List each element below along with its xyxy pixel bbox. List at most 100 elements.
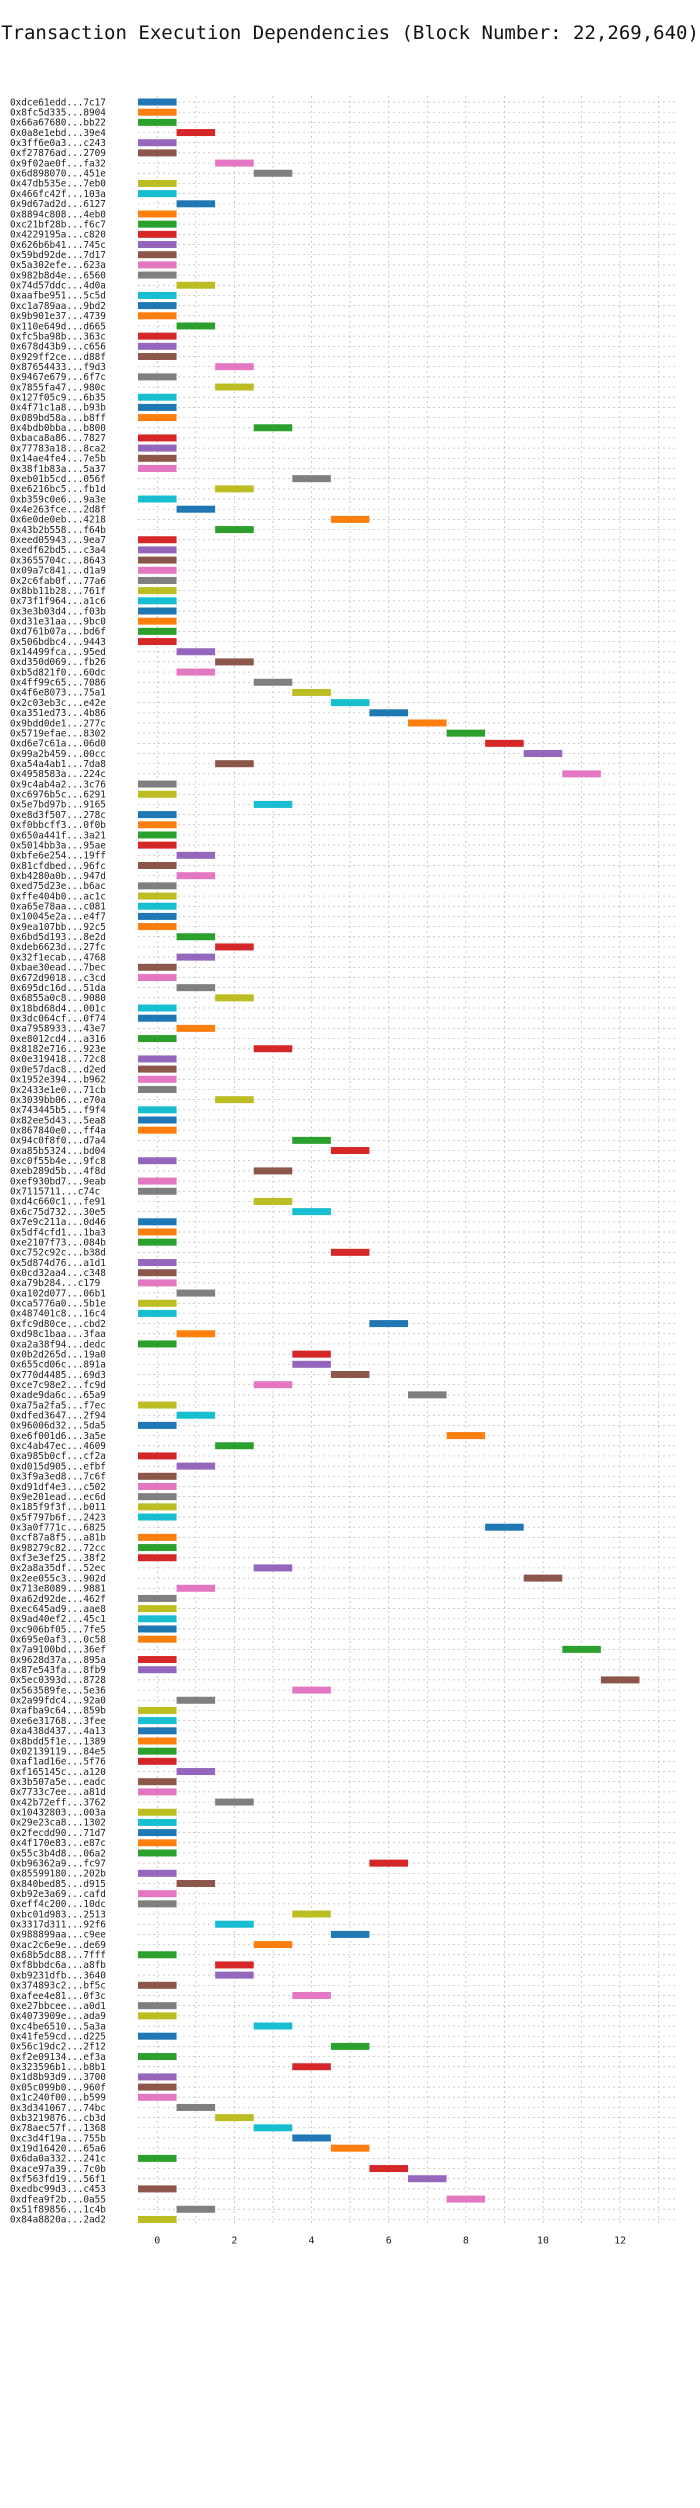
transaction-label: 0x14ae4fe4...7e5b — [10, 454, 106, 465]
transaction-label: 0xd6e7c61a...06d0 — [10, 739, 106, 750]
transaction-bar — [138, 149, 177, 157]
transaction-label: 0xf165145c...a120 — [10, 1767, 106, 1778]
transaction-label: 0x41fe59cd...d225 — [10, 2032, 106, 2043]
transaction-bar — [253, 169, 293, 177]
transaction-label: 0xd761b07a...bd6f — [10, 627, 106, 638]
transaction-bar — [138, 291, 177, 299]
transaction-bar — [138, 1177, 177, 1185]
transaction-bar — [446, 2195, 486, 2203]
transaction-label: 0x56c19dc2...2f12 — [10, 2042, 106, 2053]
transaction-bar — [138, 1085, 177, 1093]
x-tick-label: 4 — [309, 2235, 315, 2246]
transaction-bar — [138, 821, 177, 829]
transaction-label: 0x982b8d4e...6560 — [10, 270, 106, 281]
transaction-bar — [176, 1696, 216, 1704]
transaction-bar — [562, 770, 601, 778]
transaction-label: 0x9ea107bb...92c5 — [10, 922, 106, 933]
transaction-label: 0xedf62bd5...c3a4 — [10, 545, 106, 556]
transaction-bar — [138, 393, 177, 401]
transaction-label: 0x7a9100bd...36ef — [10, 1645, 106, 1656]
transaction-bar — [215, 159, 254, 167]
transaction-label: 0x2433e1e0...71cb — [10, 1085, 106, 1096]
transaction-bar — [138, 2185, 177, 2193]
transaction-bar — [253, 1045, 293, 1053]
transaction-bar — [138, 576, 177, 584]
transaction-label: 0xc3d4f19a...755b — [10, 2133, 106, 2144]
transaction-label: 0x96006d32...5da5 — [10, 1421, 106, 1432]
transaction-label: 0x8bb11b28...761f — [10, 586, 106, 597]
transaction-bar — [253, 2124, 293, 2132]
transaction-bar — [253, 1167, 293, 1175]
transaction-label: 0x82ee5d43...5ea8 — [10, 1115, 106, 1126]
transaction-bar — [138, 1157, 177, 1165]
transaction-bar — [138, 403, 177, 411]
transaction-bar — [138, 1778, 177, 1786]
transaction-bar — [138, 841, 177, 849]
transaction-label: 0x3655704c...8643 — [10, 555, 106, 566]
transaction-bar — [138, 2154, 177, 2162]
transaction-bar — [215, 943, 254, 951]
transaction-label: 0x7115711...c74c — [10, 1187, 100, 1198]
transaction-label: 0xbae30ead...7bec — [10, 963, 106, 974]
transaction-bar — [176, 1462, 216, 1470]
transaction-label: 0x59bd92de...7d17 — [10, 250, 106, 261]
transaction-label: 0x4958583a...224c — [10, 769, 106, 780]
transaction-bar — [138, 1126, 177, 1134]
transaction-label: 0xeb01b5cd...056f — [10, 474, 106, 485]
transaction-label: 0x19d16420...65a6 — [10, 2143, 106, 2154]
transaction-label: 0x7855fa47...980c — [10, 382, 106, 393]
transaction-bar — [330, 515, 370, 523]
transaction-bar — [138, 1187, 177, 1195]
transaction-bar — [138, 1890, 177, 1898]
transaction-bar — [138, 414, 177, 422]
transaction-bar — [138, 1116, 177, 1124]
transaction-label: 0xef930bd7...9eab — [10, 1176, 106, 1187]
transaction-bar — [138, 342, 177, 350]
transaction-bar — [138, 1747, 177, 1755]
x-tick-label: 8 — [463, 2235, 469, 2246]
transaction-label: 0x0a8e1ebd...39e4 — [10, 128, 106, 139]
transaction-bar — [330, 2042, 370, 2050]
transaction-label: 0x867840e0...ff4a — [10, 1125, 106, 1136]
transaction-bar — [176, 1880, 216, 1887]
transaction-bar — [138, 963, 177, 971]
transaction-bar — [253, 1381, 293, 1389]
transaction-label: 0xf8bbdc6a...a8fb — [10, 1960, 106, 1971]
transaction-bar — [138, 923, 177, 931]
transaction-label: 0x51f89856...1c4b — [10, 2205, 106, 2216]
x-tick-label: 10 — [537, 2235, 549, 2246]
x-tick-label: 6 — [386, 2235, 392, 2246]
transaction-label: 0x05c099b0...960f — [10, 2082, 106, 2093]
transaction-label: 0x3f9a3ed8...7c6f — [10, 1472, 106, 1483]
transaction-bar — [138, 862, 177, 869]
transaction-bar — [138, 454, 177, 462]
transaction-label: 0x9d67ad2d...6127 — [10, 199, 106, 210]
transaction-label: 0xb359c0e6...9a3e — [10, 494, 106, 505]
transaction-label: 0x626b6b41...745c — [10, 240, 106, 251]
transaction-label: 0x4e263fce...2d8f — [10, 505, 106, 516]
transaction-bar — [138, 2053, 177, 2061]
transaction-bar — [138, 2032, 177, 2040]
transaction-label: 0x74d57ddc...4d0a — [10, 281, 106, 292]
transaction-label: 0x9c4ab4a2...3c76 — [10, 779, 106, 790]
transaction-label: 0xfc9d80ce...cbd2 — [10, 1319, 106, 1330]
transaction-bar — [215, 1920, 254, 1928]
row-label-layer: 0xdce61edd...7c170x8fc5d335...89040x66a6… — [10, 97, 106, 2225]
transaction-label: 0x6e0de0eb...4218 — [10, 515, 106, 526]
transaction-bar — [408, 2175, 447, 2183]
transaction-label: 0x4073909e...ada9 — [10, 2011, 106, 2022]
transaction-bar — [292, 688, 331, 696]
transaction-label: 0x2c03eb3c...e42e — [10, 698, 106, 709]
transaction-label: 0x94c0f8f0...d7a4 — [10, 1136, 106, 1147]
transaction-label: 0x8fc5d335...8904 — [10, 107, 106, 118]
transaction-label: 0x4229195a...c820 — [10, 230, 106, 241]
transaction-bar — [138, 190, 177, 198]
transaction-bar — [253, 1941, 293, 1949]
transaction-bar — [138, 1615, 177, 1623]
transaction-bar — [253, 800, 293, 808]
transaction-label: 0x42b72eff...3762 — [10, 1797, 106, 1808]
transaction-bar — [138, 210, 177, 218]
transaction-bar — [138, 1269, 177, 1277]
transaction-label: 0xbfe6e254...19ff — [10, 851, 106, 862]
transaction-label: 0x695e0af3...0c58 — [10, 1634, 106, 1645]
